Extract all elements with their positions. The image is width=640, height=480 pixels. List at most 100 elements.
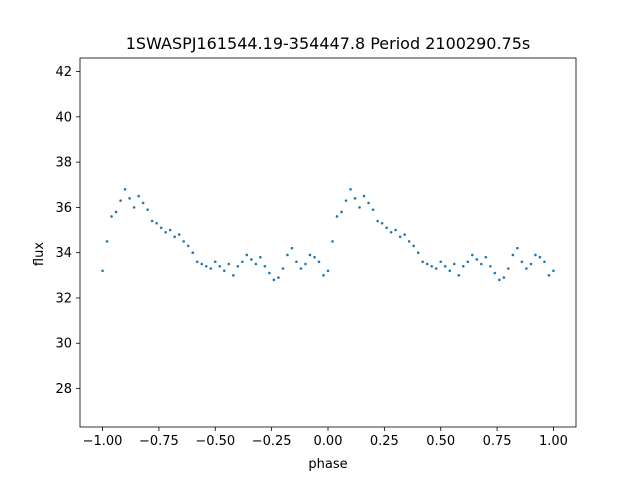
data-point [516, 246, 519, 250]
data-point [335, 215, 339, 218]
x-axis: −1.00 −0.75 −0.50 −0.25 0.00 0.25 0.50 0.75 1.00 [83, 427, 568, 449]
data-point [114, 210, 118, 214]
data-point [227, 262, 231, 266]
data-point [272, 278, 276, 282]
y-tick-label: 32 [55, 291, 72, 306]
data-point [313, 255, 316, 259]
data-point [398, 235, 402, 239]
data-point [322, 274, 325, 277]
data-point [281, 267, 285, 270]
data-point [182, 240, 186, 243]
data-point [245, 253, 249, 257]
data-point [480, 262, 483, 266]
data-point [155, 221, 158, 225]
y-tick-label: 42 [55, 65, 72, 80]
x-tick-label: −0.25 [252, 434, 292, 449]
data-point [110, 215, 113, 218]
data-point [489, 264, 492, 268]
data-point [340, 210, 343, 214]
data-point [141, 201, 145, 205]
data-point [105, 240, 109, 243]
data-point [376, 219, 379, 223]
data-point [443, 264, 447, 268]
data-point [484, 255, 488, 259]
x-tick-label: −0.75 [139, 434, 179, 449]
data-point [119, 199, 122, 202]
data-point [421, 260, 424, 264]
data-point [475, 258, 479, 261]
data-point [434, 267, 438, 270]
data-point [543, 260, 546, 264]
y-tick-label: 34 [55, 246, 72, 261]
data-point [412, 244, 415, 248]
data-point [150, 219, 154, 223]
data-point [493, 271, 497, 275]
data-point [452, 262, 456, 266]
data-point [268, 271, 271, 275]
data-point [385, 226, 388, 230]
y-tick-label: 36 [55, 201, 72, 216]
data-point [367, 201, 370, 205]
data-point [200, 262, 204, 266]
data-point [502, 276, 506, 279]
data-point [168, 228, 172, 232]
data-point [159, 226, 163, 230]
y-tick-label: 38 [55, 156, 72, 171]
data-point [380, 221, 384, 225]
data-points [101, 188, 555, 282]
data-point [290, 246, 294, 250]
data-point [349, 188, 352, 191]
data-point [466, 260, 470, 264]
x-axis-label: phase [308, 457, 347, 472]
data-point [146, 208, 149, 211]
data-point [457, 274, 461, 277]
data-point [213, 260, 217, 264]
data-point [416, 251, 420, 254]
data-point [507, 267, 510, 270]
x-tick-label: 1.00 [539, 434, 568, 449]
data-point [511, 253, 515, 257]
data-point [470, 253, 474, 257]
data-point [186, 244, 190, 248]
data-point [394, 228, 397, 232]
x-tick-label: 0.50 [426, 434, 455, 449]
data-point [218, 264, 222, 268]
data-point [164, 231, 167, 234]
x-tick-label: −1.00 [83, 434, 123, 449]
data-point [128, 197, 131, 200]
data-point [538, 255, 542, 259]
data-point [101, 269, 104, 273]
data-point [236, 264, 240, 268]
x-tick-label: 0.25 [370, 434, 399, 449]
data-point [547, 274, 551, 277]
data-point [204, 264, 208, 268]
data-point [259, 255, 262, 259]
data-point [331, 240, 334, 243]
data-point [286, 253, 289, 257]
data-point [344, 199, 348, 202]
data-point [362, 194, 366, 198]
y-tick-label: 28 [55, 382, 72, 397]
data-point [534, 253, 537, 257]
data-point [177, 233, 181, 236]
data-point [430, 264, 434, 268]
y-axis: 28 30 32 34 36 38 40 42 [55, 65, 80, 397]
data-point [389, 231, 393, 234]
data-point [132, 206, 136, 209]
data-point [520, 260, 524, 264]
data-point [195, 260, 199, 264]
data-point [317, 260, 321, 264]
y-tick-label: 40 [55, 110, 72, 125]
data-point [358, 206, 361, 209]
data-point [299, 267, 303, 270]
data-point [250, 258, 253, 261]
data-point [137, 194, 140, 198]
data-point [525, 267, 528, 270]
data-point [448, 269, 452, 273]
data-point [232, 274, 235, 277]
data-point [304, 262, 307, 266]
data-point [371, 208, 375, 211]
y-axis-label: flux [32, 242, 47, 266]
